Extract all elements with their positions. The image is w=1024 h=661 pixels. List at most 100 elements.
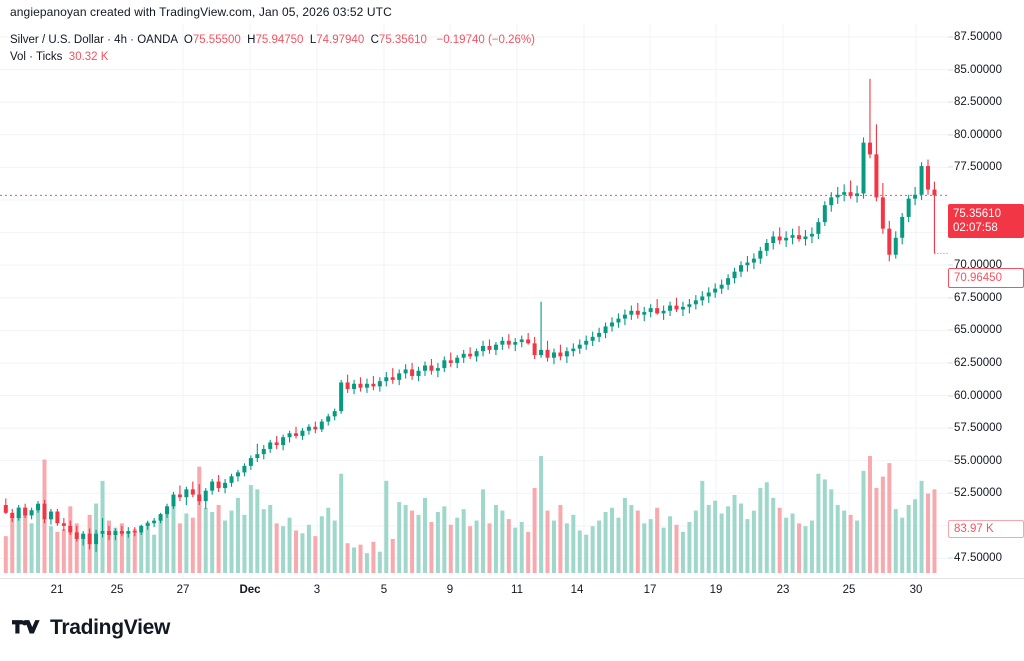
volume-bar <box>223 520 228 573</box>
candle-body <box>371 383 376 387</box>
creator-watermark: angiepanoyan created with TradingView.co… <box>10 5 392 19</box>
volume-bar <box>913 499 918 573</box>
candle-body <box>3 505 8 513</box>
volume-bar <box>422 497 427 573</box>
volume-bar <box>790 513 795 573</box>
tradingview-logo-icon <box>12 619 40 633</box>
volume-bar <box>377 551 382 573</box>
candle-body <box>500 340 505 345</box>
legend-volume-label[interactable]: Vol · Ticks <box>10 51 63 63</box>
legend-open-label: O <box>183 34 193 46</box>
candle-body <box>842 192 847 195</box>
volume-bar <box>822 479 827 573</box>
price-axis-label: 82.50000 <box>954 96 1002 109</box>
candle-body <box>668 305 673 311</box>
time-axis-label: 25 <box>110 584 124 596</box>
volume-bar <box>745 519 750 573</box>
candle-body <box>848 192 853 197</box>
volume-bar <box>403 504 408 573</box>
volume-bar <box>532 487 537 573</box>
volume-bar <box>551 520 556 573</box>
candle-body <box>81 533 86 539</box>
candle-body <box>300 430 305 436</box>
volume-bar <box>577 530 582 573</box>
candle-body <box>29 510 34 516</box>
volume-bar <box>216 504 221 573</box>
volume-bar <box>829 489 834 573</box>
price-axis-tick <box>948 492 953 494</box>
volume-bar <box>326 507 331 573</box>
volume-bar <box>81 536 86 573</box>
candle-body <box>751 258 756 263</box>
candle-body <box>100 531 105 534</box>
volume-bar <box>23 509 28 573</box>
volume-bar <box>738 503 743 573</box>
candle-body <box>713 288 718 293</box>
volume-bar <box>893 509 898 573</box>
legend-interval[interactable]: 4h <box>114 34 127 46</box>
volume-bar <box>797 523 802 573</box>
candle-body <box>797 235 802 240</box>
candle-body <box>410 369 415 376</box>
candle-body <box>184 489 189 498</box>
price-axis-tick <box>948 166 953 168</box>
volume-bar <box>429 521 434 573</box>
price-axis-label: 87.50000 <box>954 31 1002 44</box>
volume-bar <box>145 521 150 573</box>
candle-body <box>487 345 492 350</box>
price-axis-label: 62.50000 <box>954 356 1002 369</box>
volume-bar <box>726 506 731 573</box>
candle-body <box>610 322 615 327</box>
price-axis-tick <box>948 427 953 429</box>
volume-bar <box>506 519 511 573</box>
time-axis-label: 14 <box>570 584 584 596</box>
legend-low-value: 74.97940 <box>316 34 365 46</box>
price-axis-tick <box>948 36 953 38</box>
price-axis-tick <box>948 557 953 559</box>
footer: TradingView <box>0 602 1024 661</box>
volume-bar <box>416 514 421 573</box>
candle-body <box>261 448 266 455</box>
volume-bar <box>842 510 847 573</box>
volume-bar <box>442 506 447 573</box>
volume-bar <box>558 504 563 573</box>
volume-bar <box>177 523 182 573</box>
price-axis-label: 57.50000 <box>954 422 1002 435</box>
volume-bar <box>590 526 595 573</box>
volume-bar <box>764 482 769 573</box>
candle-body <box>177 494 182 498</box>
candle-body <box>42 503 47 520</box>
price-axis-tick <box>948 264 953 266</box>
candle-body <box>861 142 866 194</box>
price-axis-tick <box>948 69 953 71</box>
candle-body <box>429 365 434 371</box>
volume-bar <box>706 504 711 573</box>
price-scale[interactable]: 87.50000 85.00000 82.50000 80.00000 77.50000… <box>948 24 1024 578</box>
candle-body <box>777 236 782 241</box>
time-scale[interactable]: 21 25 27 Dec 3 5 9 11 14 17 19 23 25 30 <box>0 578 1024 602</box>
time-axis-label: 11 <box>511 584 523 596</box>
legend-symbol[interactable]: Silver / U.S. Dollar <box>10 34 104 46</box>
candle-body <box>564 351 569 357</box>
time-axis-label: 30 <box>909 584 923 596</box>
candle-body <box>358 383 363 388</box>
candle-body <box>913 194 918 199</box>
candle-body <box>397 373 402 380</box>
volume-bar <box>235 497 240 573</box>
price-axis-tick <box>948 297 953 299</box>
current-price-value: 75.35610 <box>953 208 1001 221</box>
volume-bar <box>248 485 253 573</box>
volume-bar <box>10 517 15 573</box>
candle-body <box>74 532 79 539</box>
candle-body <box>319 421 324 430</box>
candle-body <box>16 507 21 519</box>
candle-body <box>900 216 905 238</box>
chart-plot-area[interactable] <box>0 24 948 578</box>
tradingview-logo[interactable]: TradingView <box>12 616 170 640</box>
volume-bar <box>713 500 718 573</box>
price-axis-label: 67.50000 <box>954 291 1002 304</box>
candle-body <box>809 233 814 237</box>
chart-legend: Silver / U.S. Dollar · 4h · OANDA O75.55… <box>10 32 535 66</box>
candle-body <box>635 310 640 315</box>
candle-body <box>210 481 215 491</box>
